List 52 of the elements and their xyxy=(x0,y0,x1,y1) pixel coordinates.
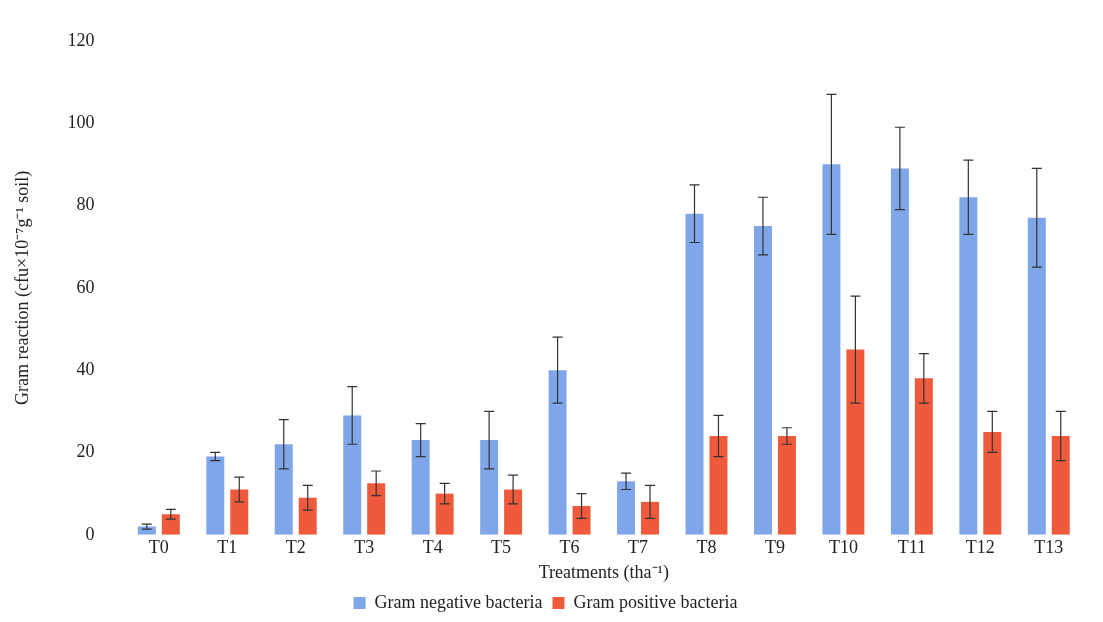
bar xyxy=(572,505,591,535)
bar xyxy=(480,440,499,535)
bar xyxy=(685,213,704,535)
bar xyxy=(983,431,1002,535)
bar xyxy=(504,489,523,535)
y-tick-label: 0 xyxy=(85,523,95,544)
x-tick-label: T13 xyxy=(1034,537,1064,558)
bar xyxy=(411,440,430,535)
x-tick-label: T2 xyxy=(285,537,306,558)
y-tick-label: 20 xyxy=(76,441,95,462)
y-tick-label: 120 xyxy=(67,29,95,50)
x-tick-label: T8 xyxy=(696,537,717,558)
x-tick-label: T4 xyxy=(422,537,443,558)
bar xyxy=(709,436,728,535)
bar xyxy=(1051,436,1070,535)
bar xyxy=(206,456,225,535)
bar xyxy=(161,514,180,535)
x-tick-label: T7 xyxy=(628,537,649,558)
bar xyxy=(274,444,293,535)
x-tick-label: T0 xyxy=(148,537,169,558)
x-tick-label: T6 xyxy=(559,537,580,558)
bar xyxy=(959,197,978,535)
bar xyxy=(753,226,772,535)
bar xyxy=(914,378,933,535)
y-axis-title: Gram reaction (cfu×10⁻⁷g⁻¹ soil) xyxy=(11,170,33,405)
x-tick-label: T1 xyxy=(217,537,238,558)
bar xyxy=(617,481,636,535)
bar xyxy=(641,501,659,535)
x-tick-label: T10 xyxy=(828,537,858,558)
bar xyxy=(777,436,796,535)
bar xyxy=(548,370,567,535)
x-axis-title: Treatments (tha⁻¹) xyxy=(538,561,669,583)
bar xyxy=(822,164,841,535)
y-tick-label: 80 xyxy=(76,194,95,215)
bar xyxy=(846,349,865,535)
y-tick-label: 60 xyxy=(76,276,95,297)
x-tick-label: T12 xyxy=(965,537,995,558)
bar xyxy=(1027,217,1046,535)
legend-label: Gram negative bacteria xyxy=(374,591,543,612)
x-tick-label: T3 xyxy=(354,537,375,558)
y-tick-label: 100 xyxy=(67,111,95,132)
x-tick-label: T9 xyxy=(764,537,785,558)
x-tick-label: T11 xyxy=(897,537,927,558)
x-tick-label: T5 xyxy=(491,537,512,558)
bar xyxy=(890,168,909,535)
legend-label: Gram positive bacteria xyxy=(573,591,738,612)
y-tick-label: 40 xyxy=(76,358,95,379)
bar xyxy=(343,415,362,535)
bar xyxy=(230,489,249,535)
bar xyxy=(435,493,454,535)
bar xyxy=(367,483,386,535)
bar xyxy=(298,497,317,535)
